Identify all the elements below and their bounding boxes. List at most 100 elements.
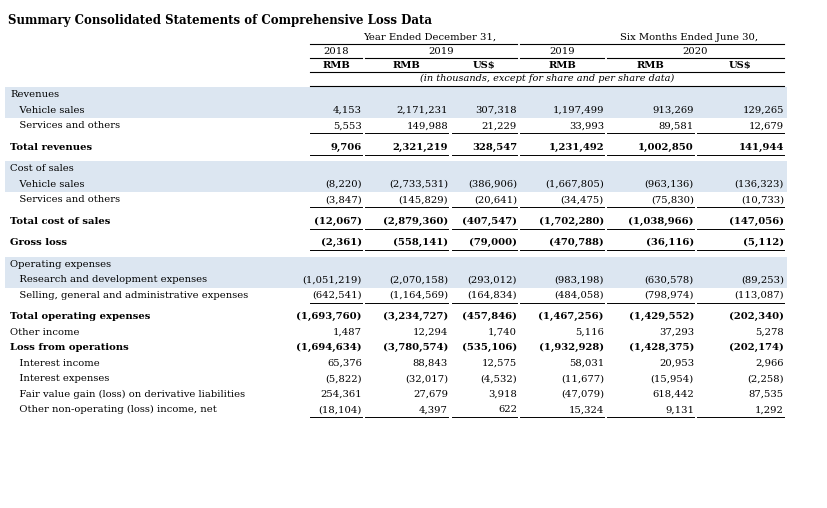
Text: 87,535: 87,535 bbox=[748, 390, 783, 399]
Text: Services and others: Services and others bbox=[10, 121, 120, 130]
Text: (484,058): (484,058) bbox=[554, 291, 603, 300]
Text: US$: US$ bbox=[729, 61, 751, 70]
Bar bbox=[5, 176, 786, 192]
Text: (798,974): (798,974) bbox=[643, 291, 693, 300]
Text: Cost of sales: Cost of sales bbox=[10, 164, 74, 173]
Text: 88,843: 88,843 bbox=[412, 359, 447, 368]
Text: Six Months Ended June 30,: Six Months Ended June 30, bbox=[619, 33, 758, 42]
Bar bbox=[5, 257, 786, 272]
Text: (1,429,552): (1,429,552) bbox=[628, 312, 693, 322]
Text: 65,376: 65,376 bbox=[327, 359, 361, 368]
Text: Operating expenses: Operating expenses bbox=[10, 260, 111, 269]
Text: Vehicle sales: Vehicle sales bbox=[10, 180, 84, 189]
Text: (47,079): (47,079) bbox=[560, 390, 603, 399]
Text: (164,834): (164,834) bbox=[466, 291, 516, 300]
Text: (2,258): (2,258) bbox=[747, 374, 783, 383]
Text: (2,361): (2,361) bbox=[321, 238, 361, 247]
Text: 2020: 2020 bbox=[682, 47, 707, 56]
Text: RMB: RMB bbox=[547, 61, 576, 70]
Text: 20,953: 20,953 bbox=[658, 359, 693, 368]
Text: (32,017): (32,017) bbox=[404, 374, 447, 383]
Text: 254,361: 254,361 bbox=[320, 390, 361, 399]
Text: 618,442: 618,442 bbox=[652, 390, 693, 399]
Text: 58,031: 58,031 bbox=[568, 359, 603, 368]
Bar bbox=[5, 103, 786, 118]
Text: (963,136): (963,136) bbox=[644, 180, 693, 189]
Text: (1,051,219): (1,051,219) bbox=[302, 275, 361, 284]
Text: 2,321,219: 2,321,219 bbox=[392, 143, 447, 152]
Text: 913,269: 913,269 bbox=[652, 106, 693, 115]
Text: (5,112): (5,112) bbox=[742, 238, 783, 247]
Text: Total revenues: Total revenues bbox=[10, 143, 92, 152]
Text: (1,164,569): (1,164,569) bbox=[389, 291, 447, 300]
Text: 1,197,499: 1,197,499 bbox=[552, 106, 603, 115]
Text: (5,822): (5,822) bbox=[325, 374, 361, 383]
Text: 2,171,231: 2,171,231 bbox=[396, 106, 447, 115]
Text: (3,780,574): (3,780,574) bbox=[382, 343, 447, 353]
Text: (79,000): (79,000) bbox=[468, 238, 516, 247]
Text: 2018: 2018 bbox=[323, 47, 348, 56]
Text: (1,038,966): (1,038,966) bbox=[628, 217, 693, 226]
Text: 33,993: 33,993 bbox=[568, 121, 603, 130]
Text: Other income: Other income bbox=[10, 328, 79, 337]
Text: (18,104): (18,104) bbox=[318, 405, 361, 414]
Bar bbox=[5, 161, 786, 176]
Text: Year Ended December 31,: Year Ended December 31, bbox=[362, 33, 495, 42]
Text: RMB: RMB bbox=[322, 61, 350, 70]
Text: Total cost of sales: Total cost of sales bbox=[10, 217, 110, 226]
Text: 2019: 2019 bbox=[428, 47, 453, 56]
Text: 1,487: 1,487 bbox=[332, 328, 361, 337]
Text: 15,324: 15,324 bbox=[568, 405, 603, 414]
Text: 1,231,492: 1,231,492 bbox=[547, 143, 603, 152]
Text: Interest expenses: Interest expenses bbox=[10, 374, 109, 383]
Text: (386,906): (386,906) bbox=[467, 180, 516, 189]
Text: 9,706: 9,706 bbox=[330, 143, 361, 152]
Text: (630,578): (630,578) bbox=[644, 275, 693, 284]
Text: (15,954): (15,954) bbox=[650, 374, 693, 383]
Text: Vehicle sales: Vehicle sales bbox=[10, 106, 84, 115]
Text: (457,846): (457,846) bbox=[461, 312, 516, 322]
Text: (11,677): (11,677) bbox=[560, 374, 603, 383]
Text: Revenues: Revenues bbox=[10, 90, 59, 99]
Text: Summary Consolidated Statements of Comprehensive Loss Data: Summary Consolidated Statements of Compr… bbox=[8, 14, 432, 27]
Text: 12,294: 12,294 bbox=[412, 328, 447, 337]
Text: 21,229: 21,229 bbox=[481, 121, 516, 130]
Text: (36,116): (36,116) bbox=[645, 238, 693, 247]
Text: Services and others: Services and others bbox=[10, 195, 120, 204]
Text: RMB: RMB bbox=[636, 61, 663, 70]
Text: (10,733): (10,733) bbox=[740, 195, 783, 204]
Text: (470,788): (470,788) bbox=[548, 238, 603, 247]
Text: (34,475): (34,475) bbox=[560, 195, 603, 204]
Text: 37,293: 37,293 bbox=[658, 328, 693, 337]
Text: (136,323): (136,323) bbox=[734, 180, 783, 189]
Text: (8,220): (8,220) bbox=[325, 180, 361, 189]
Text: 2,966: 2,966 bbox=[754, 359, 783, 368]
Text: 5,553: 5,553 bbox=[332, 121, 361, 130]
Text: (535,106): (535,106) bbox=[461, 343, 516, 353]
Text: (145,829): (145,829) bbox=[398, 195, 447, 204]
Bar bbox=[5, 87, 786, 103]
Text: 149,988: 149,988 bbox=[406, 121, 447, 130]
Text: (407,547): (407,547) bbox=[461, 217, 516, 226]
Text: (642,541): (642,541) bbox=[312, 291, 361, 300]
Text: Interest income: Interest income bbox=[10, 359, 99, 368]
Text: (89,253): (89,253) bbox=[740, 275, 783, 284]
Text: 89,581: 89,581 bbox=[658, 121, 693, 130]
Text: 141,944: 141,944 bbox=[738, 143, 783, 152]
Text: 129,265: 129,265 bbox=[742, 106, 783, 115]
Text: 12,575: 12,575 bbox=[481, 359, 516, 368]
Text: (1,694,634): (1,694,634) bbox=[296, 343, 361, 353]
Text: (1,693,760): (1,693,760) bbox=[296, 312, 361, 322]
Text: Research and development expenses: Research and development expenses bbox=[10, 275, 207, 284]
Text: (983,198): (983,198) bbox=[554, 275, 603, 284]
Text: Fair value gain (loss) on derivative liabilities: Fair value gain (loss) on derivative lia… bbox=[10, 390, 245, 399]
Text: (558,141): (558,141) bbox=[392, 238, 447, 247]
Text: 307,318: 307,318 bbox=[475, 106, 516, 115]
Text: (1,932,928): (1,932,928) bbox=[538, 343, 603, 353]
Text: 1,002,850: 1,002,850 bbox=[638, 143, 693, 152]
Text: 5,116: 5,116 bbox=[575, 328, 603, 337]
Text: 1,740: 1,740 bbox=[487, 328, 516, 337]
Text: RMB: RMB bbox=[392, 61, 420, 70]
Text: (1,667,805): (1,667,805) bbox=[544, 180, 603, 189]
Text: (1,428,375): (1,428,375) bbox=[628, 343, 693, 353]
